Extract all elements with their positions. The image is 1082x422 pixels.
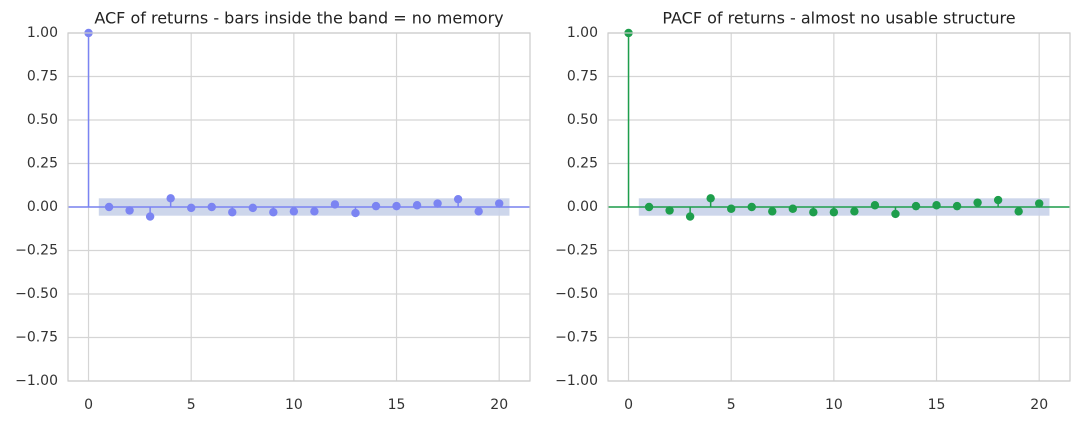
y-tick-label: −0.50 [15,286,58,302]
y-tick-label: −0.75 [15,330,58,346]
stem-marker [747,202,756,212]
stem-marker [829,208,839,217]
stem-marker [911,201,921,211]
stem-marker [371,201,381,211]
stem-marker [1014,207,1023,216]
stem-marker [706,194,715,203]
y-tick-label: 0.25 [27,156,58,172]
x-tick-label: 0 [624,397,633,413]
stem-marker [145,212,155,221]
y-tick-label: −0.75 [555,330,598,346]
stem-marker [228,208,237,217]
stem-marker [433,199,442,208]
y-tick-label: 0.25 [567,156,598,172]
stem-marker [310,207,319,216]
stem-marker [453,194,463,204]
chart-title: PACF of returns - almost no usable struc… [662,9,1015,28]
y-tick-label: 1.00 [27,25,58,41]
stem-marker [474,207,483,216]
axes-frame [67,32,531,382]
stem-marker [727,204,736,213]
x-tick-label: 0 [84,397,93,413]
stem-marker [768,207,777,216]
y-tick-label: −0.25 [15,243,58,259]
x-tick-label: 5 [727,397,736,413]
y-tick-label: −1.00 [555,373,598,389]
stem-marker [392,201,401,211]
stem-marker [685,212,695,221]
stem-marker [248,203,257,213]
x-tick-label: 10 [825,397,843,413]
x-tick-label: 15 [928,397,946,413]
stem-marker [289,207,299,216]
stem-marker [809,208,818,217]
y-tick-label: 0.75 [27,69,58,85]
stem-marker [166,194,175,203]
x-tick-label: 10 [285,397,303,413]
y-tick-label: −0.50 [555,286,598,302]
stem-marker [952,201,962,211]
stem-marker [207,202,216,212]
stem-marker [330,200,340,209]
x-tick-label: 20 [490,397,508,413]
stem-marker [644,202,654,212]
stem-marker [269,208,278,217]
y-tick-label: 1.00 [567,25,598,41]
stem-marker [1035,199,1044,208]
axes-frame [607,32,1071,382]
stem-marker [788,204,797,213]
y-tick-label: 0.00 [27,199,58,215]
y-tick-label: 0.75 [567,69,598,85]
stem-marker [850,207,859,216]
stem-marker [495,199,504,208]
stem-marker [870,201,880,210]
stem-marker [412,201,422,210]
stem-marker [125,206,134,215]
x-tick-label: 20 [1030,397,1048,413]
x-tick-label: 15 [388,397,406,413]
y-tick-label: −0.25 [555,243,598,259]
chart-title: ACF of returns - bars inside the band = … [94,9,503,28]
stem-marker [104,202,114,212]
y-tick-label: 0.50 [567,112,598,128]
stem-marker [932,201,941,210]
y-tick-label: 0.50 [27,112,58,128]
stem-marker [973,198,982,207]
y-tick-label: 0.00 [567,199,598,215]
stem-marker [187,203,196,213]
stem-marker [351,208,360,218]
stem-marker [891,209,900,219]
x-tick-label: 5 [187,397,196,413]
stem-marker [665,206,674,215]
y-tick-label: −1.00 [15,373,58,389]
stem-marker [993,195,1003,205]
